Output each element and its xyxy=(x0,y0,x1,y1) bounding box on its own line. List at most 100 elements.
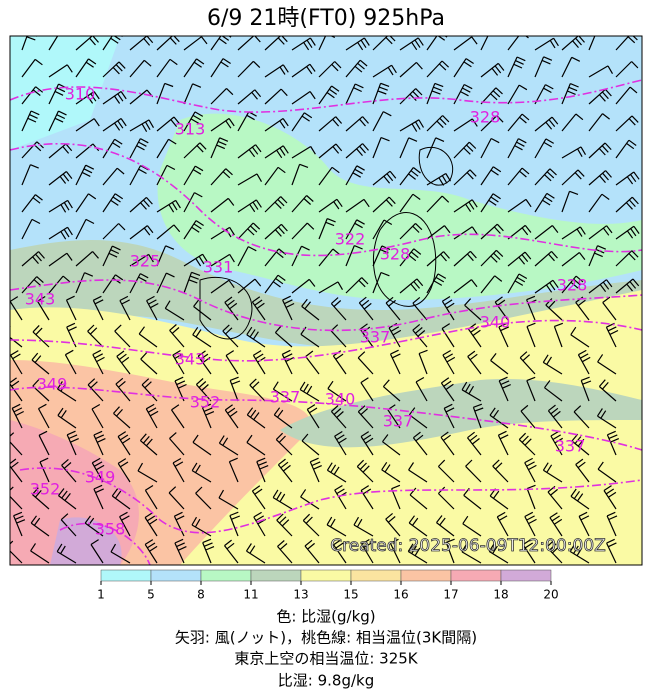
contour-label: 337 xyxy=(360,328,391,347)
wind-barb xyxy=(300,326,320,348)
wind-barb xyxy=(534,168,557,186)
wind-barb xyxy=(110,543,131,564)
wind-barb xyxy=(191,462,212,483)
wind-barb xyxy=(588,113,610,132)
wind-barb xyxy=(75,251,99,267)
wind-barb xyxy=(334,484,347,510)
wind-barb xyxy=(48,199,73,213)
wind-barb xyxy=(550,430,564,456)
wind-barb xyxy=(453,279,478,294)
wind-barb xyxy=(465,459,482,483)
contour-label: 337 xyxy=(270,388,301,407)
wind-barb xyxy=(291,163,309,186)
wind-barb xyxy=(183,142,207,159)
wind-barb xyxy=(333,539,347,564)
wind-barb xyxy=(372,136,390,159)
wind-barb xyxy=(299,381,320,402)
wind-barb xyxy=(546,540,563,564)
wind-barb xyxy=(330,405,347,429)
wind-barb xyxy=(399,278,424,294)
wind-barb xyxy=(36,295,50,321)
wind-barb xyxy=(21,218,41,240)
wind-barb xyxy=(615,139,637,159)
wind-barb xyxy=(251,296,266,321)
wind-barb xyxy=(56,543,77,564)
wind-barb xyxy=(301,298,320,321)
wind-barb xyxy=(183,192,203,213)
wind-barb xyxy=(291,195,314,213)
wind-barb xyxy=(507,198,532,213)
wind-barb xyxy=(102,223,126,240)
wind-barb xyxy=(507,56,526,78)
wind-barb xyxy=(561,113,584,132)
wind-barb xyxy=(360,377,374,402)
wind-barb xyxy=(10,296,23,321)
wind-barb xyxy=(21,58,43,78)
wind-barb xyxy=(605,322,619,348)
wind-barb xyxy=(48,36,69,51)
wind-barb xyxy=(480,87,503,105)
contour-label: 358 xyxy=(95,520,126,539)
wind-barb xyxy=(399,137,418,159)
wind-barb xyxy=(164,300,185,321)
wind-barb xyxy=(389,538,401,564)
wind-barb xyxy=(578,511,590,537)
wind-barb xyxy=(437,459,455,483)
wind-barb xyxy=(603,485,617,510)
wind-barb xyxy=(345,143,369,159)
wind-barb xyxy=(156,224,181,240)
wind-barb xyxy=(92,295,104,321)
wind-barb xyxy=(30,515,50,537)
wind-barb xyxy=(291,245,310,267)
wind-barb xyxy=(492,459,509,483)
wind-barb xyxy=(93,484,104,510)
wind-barb xyxy=(372,82,390,105)
wind-barb xyxy=(357,405,374,429)
wind-barb xyxy=(520,404,536,429)
wind-barb xyxy=(330,297,347,321)
map: 310 313 328 322 328 325 331 343 328 340 337 343 349 3… xyxy=(10,36,642,565)
contour-label: 310 xyxy=(65,85,96,104)
wind-barb xyxy=(168,486,185,510)
contour-label: 349 xyxy=(37,375,68,394)
wind-barb xyxy=(409,487,428,510)
wind-barb xyxy=(191,516,212,537)
wind-barb xyxy=(31,352,50,375)
wind-barb xyxy=(10,540,23,564)
wind-barb xyxy=(302,513,320,537)
wind-barb xyxy=(264,88,288,105)
wind-barb xyxy=(443,403,455,429)
wind-barb xyxy=(264,118,289,132)
wind-barb xyxy=(412,296,428,321)
wind-barb xyxy=(75,218,95,240)
wind-barb xyxy=(58,488,77,510)
wind-barb xyxy=(372,170,397,186)
wind-barb xyxy=(237,60,261,78)
colorbar-swatch xyxy=(100,569,152,582)
wind-barb xyxy=(21,194,43,213)
wind-barb xyxy=(544,380,563,402)
wind-barb xyxy=(139,433,158,456)
wind-barb xyxy=(534,225,559,240)
wind-barb xyxy=(183,220,204,240)
wind-barb xyxy=(497,430,509,456)
wind-barb xyxy=(464,298,482,321)
wind-barb xyxy=(218,489,239,510)
wind-barb xyxy=(577,349,591,375)
wind-barb xyxy=(372,219,393,240)
wind-barb xyxy=(210,253,235,267)
wind-barb xyxy=(382,379,401,402)
footer-line: 比湿: 9.8g/kg xyxy=(278,672,374,690)
footer-line: 矢羽: 風(ノット)，桃色線: 相当温位(3K間隔) xyxy=(175,629,477,647)
wind-barb xyxy=(426,195,450,213)
wind-barb xyxy=(588,36,596,51)
wind-barb xyxy=(75,58,97,78)
wind-barb xyxy=(588,225,613,240)
wind-barb xyxy=(318,61,342,78)
wind-barb xyxy=(273,407,293,429)
wind-barb xyxy=(327,380,347,402)
wind-barb xyxy=(480,249,504,267)
wind-barb xyxy=(480,193,501,213)
wind-barb xyxy=(291,91,316,105)
wind-barb xyxy=(210,87,234,105)
